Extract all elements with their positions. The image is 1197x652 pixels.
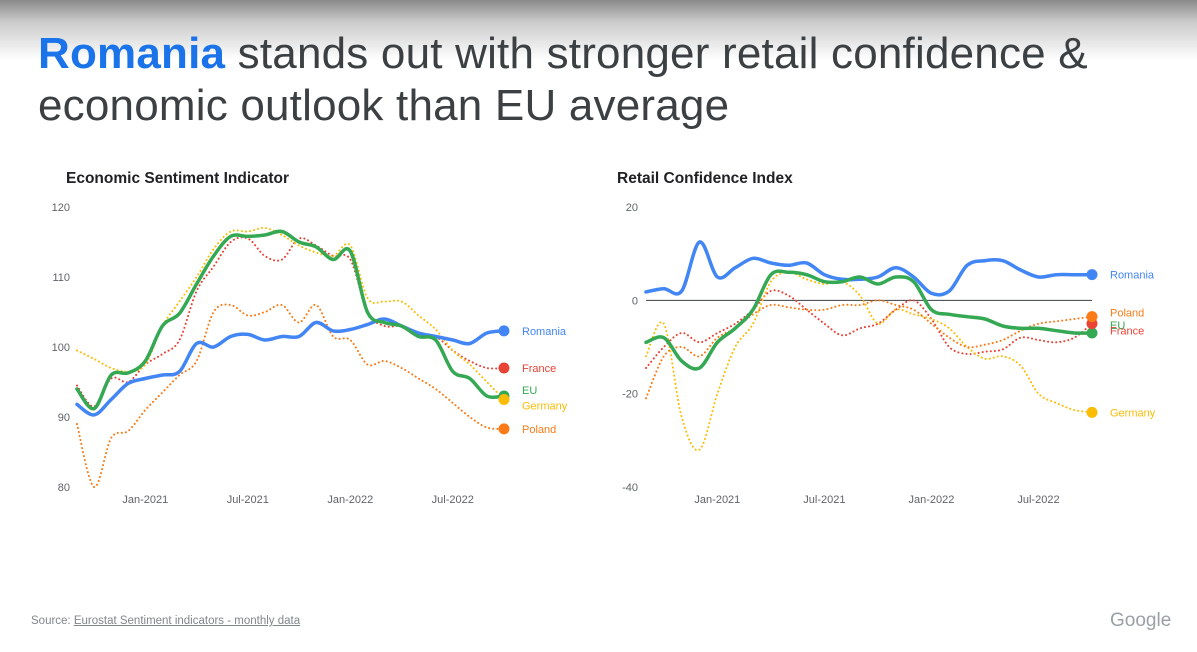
end-point-eu xyxy=(1086,327,1098,339)
series-line-france xyxy=(645,289,1093,369)
series-label-romania: Romania xyxy=(522,326,567,338)
series-label-france: France xyxy=(1110,326,1144,338)
source-label: Source: xyxy=(31,615,74,627)
x-tick-label-jul-2022: Jul-2022 xyxy=(432,494,474,506)
y-tick-label-110: 110 xyxy=(52,272,70,284)
y-tick-label-100: 100 xyxy=(52,342,70,354)
series-line-poland xyxy=(76,303,505,489)
series-line-poland xyxy=(645,299,1093,400)
chart-title-esi: Economic Sentiment Indicator xyxy=(66,170,290,187)
series-line-france xyxy=(76,236,505,408)
source-link[interactable]: Eurostat Sentiment indicators - monthly … xyxy=(73,615,301,627)
x-tick-label-jul-2021: Jul-2021 xyxy=(227,494,269,506)
y-tick-label-120: 120 xyxy=(52,202,70,214)
series-label-eu: EU xyxy=(1110,320,1125,332)
series-label-romania: Romania xyxy=(1110,270,1155,282)
chart-title-rci: Retail Confidence Index xyxy=(617,170,793,187)
x-tick-label-jan-2021: Jan-2021 xyxy=(694,494,740,506)
y-tick-label-20: 20 xyxy=(626,202,638,214)
series-label-poland: Poland xyxy=(1110,308,1144,320)
x-tick-label-jan-2021: Jan-2021 xyxy=(122,494,168,506)
source-note: Source: Eurostat Sentiment indicators - … xyxy=(31,615,300,627)
google-logo: Google xyxy=(1110,610,1172,631)
series-label-poland: Poland xyxy=(522,424,556,436)
end-point-romania xyxy=(1086,269,1098,281)
series-label-eu: EU xyxy=(522,385,537,397)
end-point-poland xyxy=(498,423,510,435)
y-tick-label--20: -20 xyxy=(622,389,638,401)
x-tick-label-jul-2022: Jul-2022 xyxy=(1017,494,1059,506)
series-line-eu xyxy=(75,229,506,411)
y-tick-label-0: 0 xyxy=(632,295,638,307)
y-tick-label--40: -40 xyxy=(622,482,638,494)
top-fade-bar xyxy=(0,0,1197,60)
end-point-france xyxy=(498,362,510,374)
end-point-romania xyxy=(498,325,510,337)
end-point-poland xyxy=(1086,311,1098,323)
x-tick-label-jan-2022: Jan-2022 xyxy=(909,494,955,506)
page-title: Romania stands out with stronger retail … xyxy=(38,28,1168,132)
y-tick-label-90: 90 xyxy=(58,412,70,424)
series-line-romania xyxy=(75,317,506,417)
esi-chart: 80 90 100 110 120 Jan-2021 Jul-2021 Jan-2022 Jul… xyxy=(52,202,568,506)
x-tick-label-jan-2022: Jan-2022 xyxy=(327,494,373,506)
x-tick-label-jul-2021: Jul-2021 xyxy=(803,494,845,506)
series-label-germany: Germany xyxy=(1110,407,1156,419)
end-point-germany xyxy=(498,394,510,405)
title-rest: stands out with stronger retail confiden… xyxy=(38,29,1088,130)
series-line-germany xyxy=(76,226,505,401)
rci-chart: -40 -20 0 20 Jan-2021 Jul-2021 Jan-2022 Jul-202… xyxy=(622,202,1156,506)
series-line-eu xyxy=(644,269,1094,371)
series-label-france: France xyxy=(522,363,556,375)
end-point-germany xyxy=(1086,406,1098,418)
title-accent-romania: Romania xyxy=(38,29,226,78)
y-tick-label-80: 80 xyxy=(58,482,70,494)
series-line-germany xyxy=(645,271,1093,452)
series-line-romania xyxy=(644,240,1094,297)
series-label-germany: Germany xyxy=(522,401,568,413)
